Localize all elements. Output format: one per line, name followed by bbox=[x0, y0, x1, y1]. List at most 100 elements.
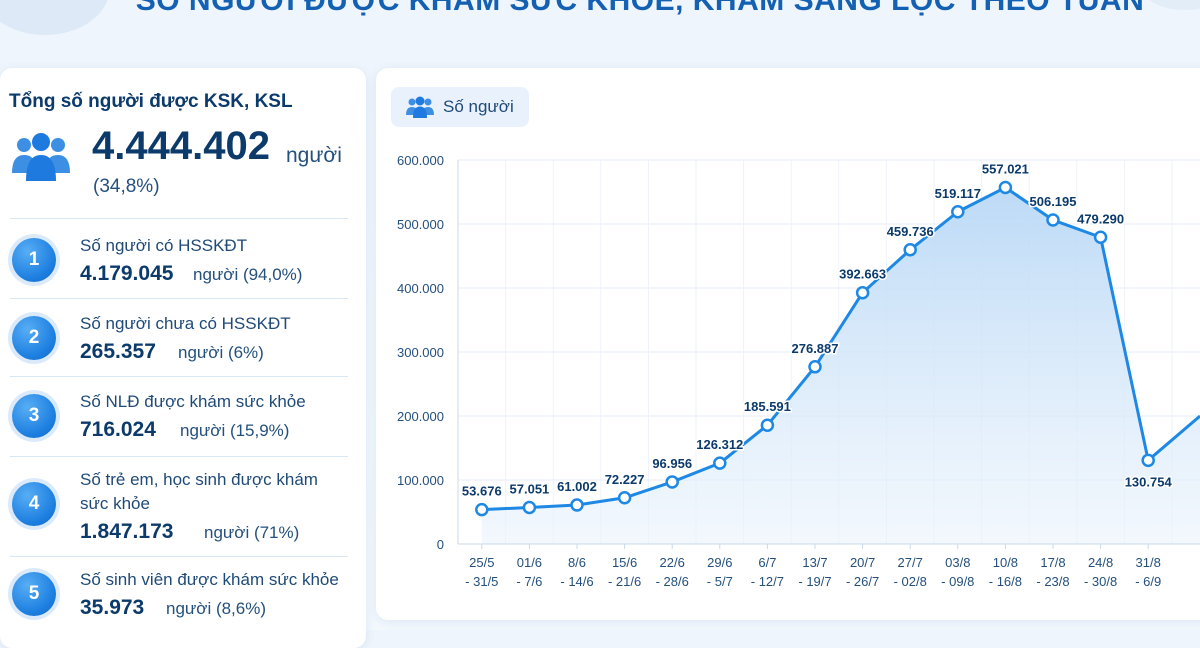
total-percent: (34,8%) bbox=[93, 176, 160, 197]
people-group-icon bbox=[406, 96, 434, 118]
total-unit: người bbox=[286, 144, 342, 167]
x-tick-label: - 19/7 bbox=[798, 574, 831, 589]
y-tick-label: 400.000 bbox=[397, 281, 444, 296]
x-tick-label: 6/7 bbox=[758, 555, 776, 570]
chart-legend: Số người bbox=[391, 87, 529, 127]
data-point bbox=[713, 456, 727, 470]
x-tick-label: 15/6 bbox=[612, 555, 637, 570]
x-tick-label: - 09/8 bbox=[941, 574, 974, 589]
x-tick-label: - 28/6 bbox=[656, 574, 689, 589]
x-tick-label: - 16/8 bbox=[989, 574, 1022, 589]
summary-panel: Tổng số người được KSK, KSL 4.444.402 ng… bbox=[0, 68, 366, 648]
data-point bbox=[1046, 213, 1060, 227]
x-tick-label: - 26/7 bbox=[846, 574, 879, 589]
stat-value: 1.847.173 bbox=[80, 520, 174, 543]
x-tick-label: 22/6 bbox=[660, 555, 685, 570]
stat-unit: người (71%) bbox=[204, 523, 300, 542]
data-point bbox=[475, 502, 489, 517]
stat-label: Số người có HSSKĐT bbox=[80, 236, 248, 255]
page-title: SỐ NGƯỜI ĐƯỢC KHÁM SỨC KHỎE, KHÁM SÀNG L… bbox=[135, 0, 1145, 17]
y-tick-label: 100.000 bbox=[397, 473, 444, 488]
x-tick-label: - 12/7 bbox=[751, 574, 784, 589]
divider bbox=[10, 376, 348, 377]
stat-number-badge: 4 bbox=[12, 482, 56, 526]
divider bbox=[10, 218, 348, 219]
people-group-icon bbox=[12, 133, 70, 181]
data-point bbox=[570, 498, 584, 512]
data-label: 506.195 bbox=[1030, 194, 1077, 209]
stat-value: 716.024 bbox=[80, 418, 156, 441]
x-tick-label: - 31/5 bbox=[465, 574, 498, 589]
data-point bbox=[760, 418, 775, 432]
x-tick-label: - 14/6 bbox=[560, 574, 593, 589]
stat-number-badge: 3 bbox=[12, 394, 56, 438]
data-label: 479.290 bbox=[1077, 211, 1124, 226]
stat-unit: người (6%) bbox=[178, 343, 264, 362]
stat-label: Số người chưa có HSSKĐT bbox=[80, 314, 291, 333]
data-point bbox=[522, 500, 537, 515]
data-label: 459.736 bbox=[887, 224, 934, 239]
divider bbox=[10, 556, 348, 557]
data-label: 96.956 bbox=[652, 456, 692, 471]
data-label: 72.227 bbox=[605, 472, 645, 487]
stat-unit: người (8,6%) bbox=[166, 599, 267, 618]
divider bbox=[10, 456, 348, 457]
y-tick-label: 500.000 bbox=[397, 217, 444, 232]
x-tick-label: - 6/9 bbox=[1135, 574, 1161, 589]
total-value: 4.444.402 bbox=[92, 124, 270, 168]
divider bbox=[10, 298, 348, 299]
data-label: 61.002 bbox=[557, 479, 597, 494]
data-point bbox=[855, 285, 870, 300]
x-tick-label: 24/8 bbox=[1088, 555, 1113, 570]
series-area bbox=[481, 187, 1200, 544]
data-label: 392.663 bbox=[839, 267, 886, 282]
data-label: 557.021 bbox=[982, 162, 1029, 177]
summary-heading: Tổng số người được KSK, KSL bbox=[9, 91, 293, 112]
stat-label: Số trẻ em, học sinh được khám sức khỏe bbox=[80, 470, 318, 513]
stat-number-badge: 2 bbox=[12, 316, 56, 360]
y-tick-label: 300.000 bbox=[397, 345, 444, 360]
x-tick-label: 17/8 bbox=[1040, 555, 1065, 570]
stat-number-badge: 5 bbox=[12, 572, 56, 616]
x-tick-label: 03/8 bbox=[945, 555, 970, 570]
x-tick-label: 27/7 bbox=[898, 555, 923, 570]
data-point bbox=[998, 180, 1013, 195]
stat-value: 4.179.045 bbox=[80, 262, 174, 285]
x-tick-label: - 02/8 bbox=[894, 574, 927, 589]
stat-label: Số sinh viên được khám sức khỏe bbox=[80, 570, 339, 589]
data-label: 185.591 bbox=[744, 399, 791, 414]
data-label: 519.117 bbox=[935, 186, 981, 201]
x-tick-label: 20/7 bbox=[850, 555, 875, 570]
y-tick-label: 200.000 bbox=[397, 409, 444, 424]
x-tick-label: 25/5 bbox=[469, 555, 494, 570]
stat-number-badge: 1 bbox=[12, 238, 56, 282]
x-tick-label: - 21/6 bbox=[608, 574, 641, 589]
data-point bbox=[1141, 453, 1155, 468]
data-point bbox=[951, 205, 965, 219]
x-tick-label: - 23/8 bbox=[1036, 574, 1069, 589]
data-point bbox=[665, 475, 679, 489]
data-label: 53.676 bbox=[462, 484, 502, 499]
legend-label: Số người bbox=[443, 97, 514, 116]
stat-unit: người (15,9%) bbox=[180, 421, 290, 440]
data-label: 130.754 bbox=[1125, 474, 1173, 489]
y-tick-label: 600.000 bbox=[397, 153, 444, 168]
x-tick-label: - 30/8 bbox=[1084, 574, 1117, 589]
data-label: 57.051 bbox=[510, 481, 550, 496]
stat-label: Số NLĐ được khám sức khỏe bbox=[80, 392, 306, 411]
decorative-circle bbox=[1140, 0, 1200, 10]
x-tick-label: 29/6 bbox=[707, 555, 732, 570]
x-tick-label: 31/8 bbox=[1136, 555, 1161, 570]
x-tick-label: - 7/6 bbox=[516, 574, 542, 589]
data-point bbox=[617, 491, 632, 505]
data-label: 126.312 bbox=[696, 437, 743, 452]
data-label: 276.887 bbox=[792, 341, 839, 356]
data-point bbox=[808, 360, 822, 374]
data-point bbox=[1093, 230, 1108, 245]
x-tick-label: 10/8 bbox=[993, 555, 1018, 570]
x-tick-label: 13/7 bbox=[802, 555, 827, 570]
stat-value: 265.357 bbox=[80, 340, 156, 363]
line-chart: 53.676 57.051 61.002 72.227 96.956 126.312 185… bbox=[397, 153, 1200, 589]
data-point bbox=[903, 243, 917, 257]
stat-unit: người (94,0%) bbox=[193, 265, 303, 284]
